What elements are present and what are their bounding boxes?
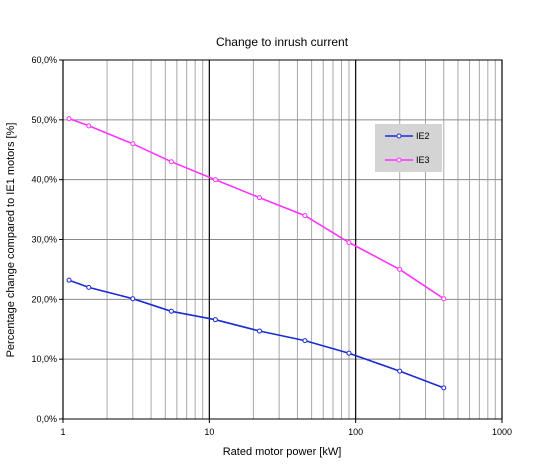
chart-title: Change to inrush current — [216, 35, 349, 49]
plot-area: 0,0% 10,0% 20,0% 30,0% 40,0% 50,0% 60,0% 1 10 100… — [31, 55, 512, 437]
data-point-ie2 — [86, 284, 92, 290]
data-point-ie3 — [212, 177, 218, 183]
series-line-ie3 — [68, 117, 445, 300]
data-point-ie3 — [441, 296, 447, 302]
x-tick-label: 1000 — [492, 427, 512, 437]
data-point-ie3 — [86, 123, 92, 129]
y-tick-label: 30,0% — [31, 235, 57, 245]
legend-swatch-marker — [396, 133, 402, 139]
data-point-ie2 — [130, 296, 136, 302]
data-point-ie3 — [256, 195, 262, 201]
x-axis-label: Rated motor power [kW] — [223, 446, 342, 458]
y-tick-label: 10,0% — [31, 354, 57, 364]
data-point-ie2 — [256, 328, 262, 334]
data-point-ie3 — [130, 141, 136, 147]
y-tick-label: 40,0% — [31, 175, 57, 185]
data-point-ie2 — [397, 368, 403, 374]
data-point-ie3 — [66, 116, 72, 122]
data-point-ie3 — [346, 239, 352, 245]
data-point-ie2 — [346, 350, 352, 356]
x-tick-label: 10 — [204, 427, 214, 437]
y-tick-label: 50,0% — [31, 115, 57, 125]
data-point-ie2 — [441, 385, 447, 391]
y-tick-label: 20,0% — [31, 294, 57, 304]
data-point-ie3 — [302, 213, 308, 219]
data-point-ie3 — [168, 159, 174, 165]
legend: IE2 IE3 — [375, 124, 442, 172]
y-axis-label: Percentage change compared to IE1 motors… — [5, 123, 17, 358]
legend-swatch-marker — [396, 157, 402, 163]
data-point-ie3 — [397, 266, 403, 272]
x-tick-label: 100 — [348, 427, 363, 437]
y-tick-label: 60,0% — [31, 55, 57, 65]
data-point-ie2 — [302, 338, 308, 344]
data-point-ie2 — [66, 277, 72, 283]
data-point-ie2 — [212, 317, 218, 323]
series-line-ie2 — [68, 279, 445, 389]
y-tick-label: 0,0% — [36, 414, 57, 424]
legend-label: IE3 — [416, 155, 430, 165]
legend-box — [375, 124, 442, 172]
x-tick-label: 1 — [60, 427, 65, 437]
data-point-ie2 — [168, 308, 174, 314]
legend-label: IE2 — [416, 131, 430, 141]
